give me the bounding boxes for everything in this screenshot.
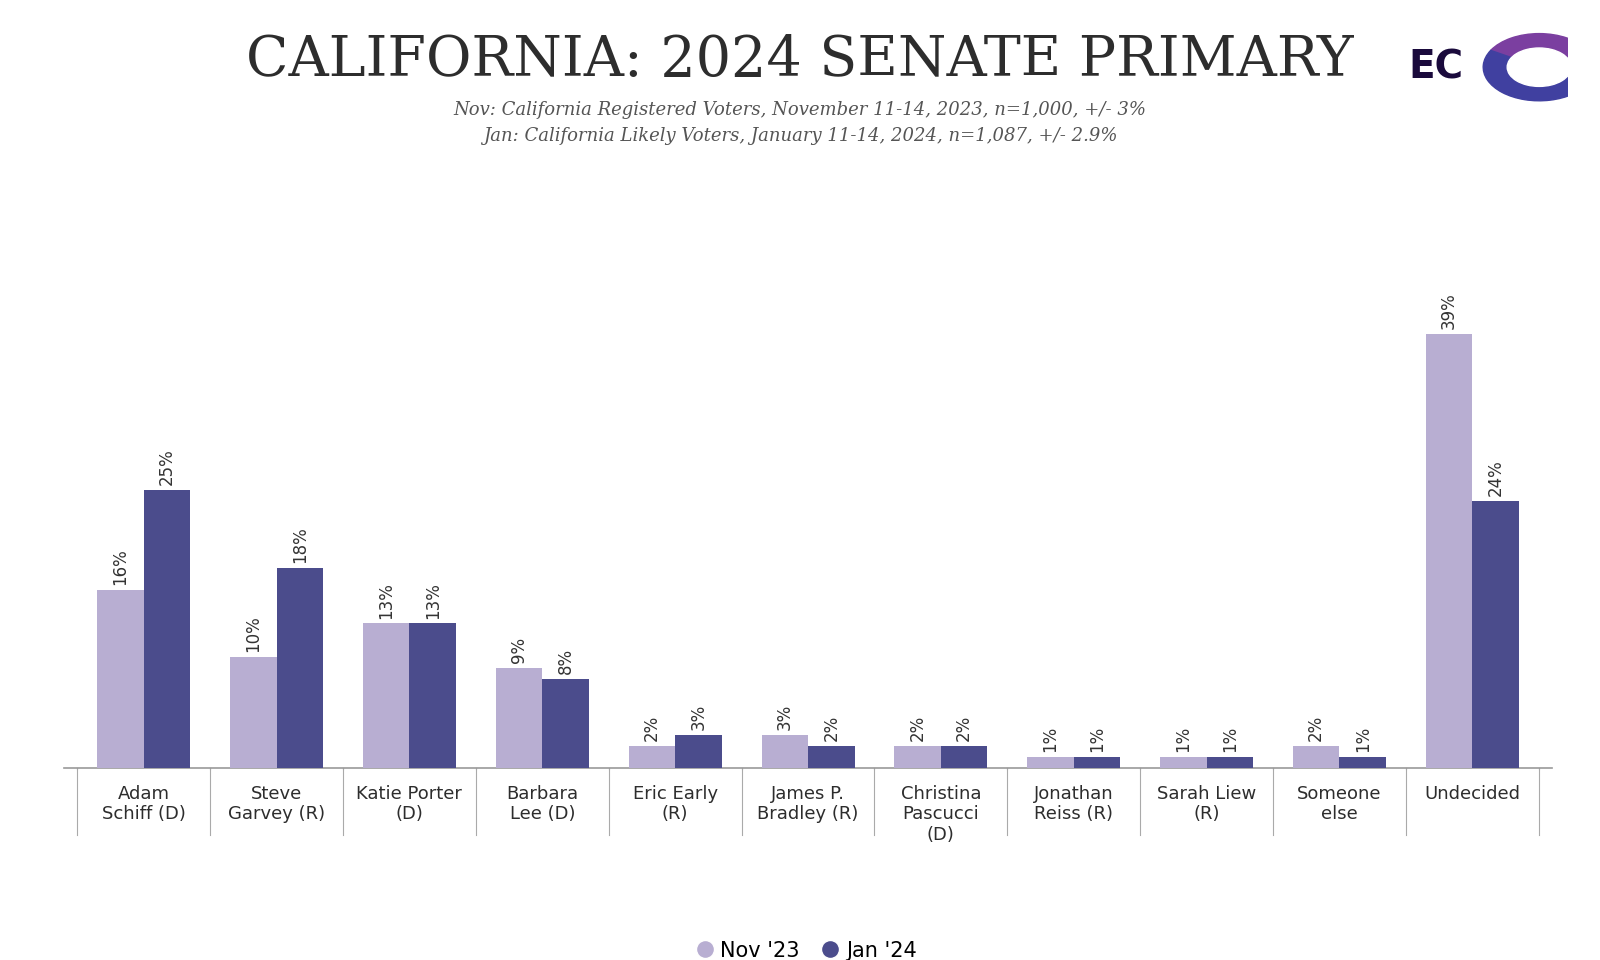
Wedge shape	[1491, 34, 1587, 67]
Text: 1%: 1%	[1354, 726, 1371, 753]
Bar	[98, 589, 144, 768]
Text: 1%: 1%	[1174, 726, 1192, 753]
Text: 10%: 10%	[245, 615, 262, 652]
Text: 24%: 24%	[1486, 460, 1504, 496]
Bar	[1206, 756, 1253, 768]
Text: 18%: 18%	[291, 526, 309, 564]
Text: 13%: 13%	[378, 582, 395, 619]
Text: EC: EC	[1408, 48, 1462, 86]
Bar	[230, 657, 277, 768]
Text: 25%: 25%	[158, 448, 176, 485]
Bar	[363, 623, 410, 768]
Bar	[1027, 756, 1074, 768]
Text: Nov: California Registered Voters, November 11-14, 2023, n=1,000, +/- 3%: Nov: California Registered Voters, Novem…	[453, 101, 1147, 119]
Wedge shape	[1507, 48, 1571, 86]
Legend: Nov '23, Jan '24: Nov '23, Jan '24	[691, 932, 925, 960]
Bar	[496, 668, 542, 768]
Bar	[762, 734, 808, 768]
Text: 9%: 9%	[510, 637, 528, 663]
Bar	[675, 734, 722, 768]
Bar	[894, 746, 941, 768]
Text: 39%: 39%	[1440, 293, 1458, 329]
Text: 2%: 2%	[1307, 715, 1325, 741]
Text: 2%: 2%	[955, 715, 973, 741]
Bar	[808, 746, 854, 768]
Bar	[542, 679, 589, 768]
Bar	[1074, 756, 1120, 768]
Bar	[1426, 334, 1472, 768]
Text: 1%: 1%	[1088, 726, 1106, 753]
Text: Jan: California Likely Voters, January 11-14, 2024, n=1,087, +/- 2.9%: Jan: California Likely Voters, January 1…	[483, 127, 1117, 145]
Bar	[1472, 501, 1518, 768]
Text: 3%: 3%	[690, 704, 707, 731]
Bar	[144, 490, 190, 768]
Text: 1%: 1%	[1221, 726, 1238, 753]
Bar	[1160, 756, 1206, 768]
Text: 2%: 2%	[822, 715, 840, 741]
Bar	[277, 567, 323, 768]
Bar	[410, 623, 456, 768]
Text: 8%: 8%	[557, 648, 574, 675]
Text: CALIFORNIA: 2024 SENATE PRIMARY: CALIFORNIA: 2024 SENATE PRIMARY	[246, 34, 1354, 88]
Text: 16%: 16%	[112, 548, 130, 586]
Text: 2%: 2%	[643, 715, 661, 741]
Bar	[1293, 746, 1339, 768]
Bar	[941, 746, 987, 768]
Text: 3%: 3%	[776, 704, 794, 731]
Wedge shape	[1483, 51, 1595, 101]
Text: 2%: 2%	[909, 715, 926, 741]
Bar	[629, 746, 675, 768]
Text: 13%: 13%	[424, 582, 442, 619]
Bar	[1339, 756, 1386, 768]
Text: 1%: 1%	[1042, 726, 1059, 753]
